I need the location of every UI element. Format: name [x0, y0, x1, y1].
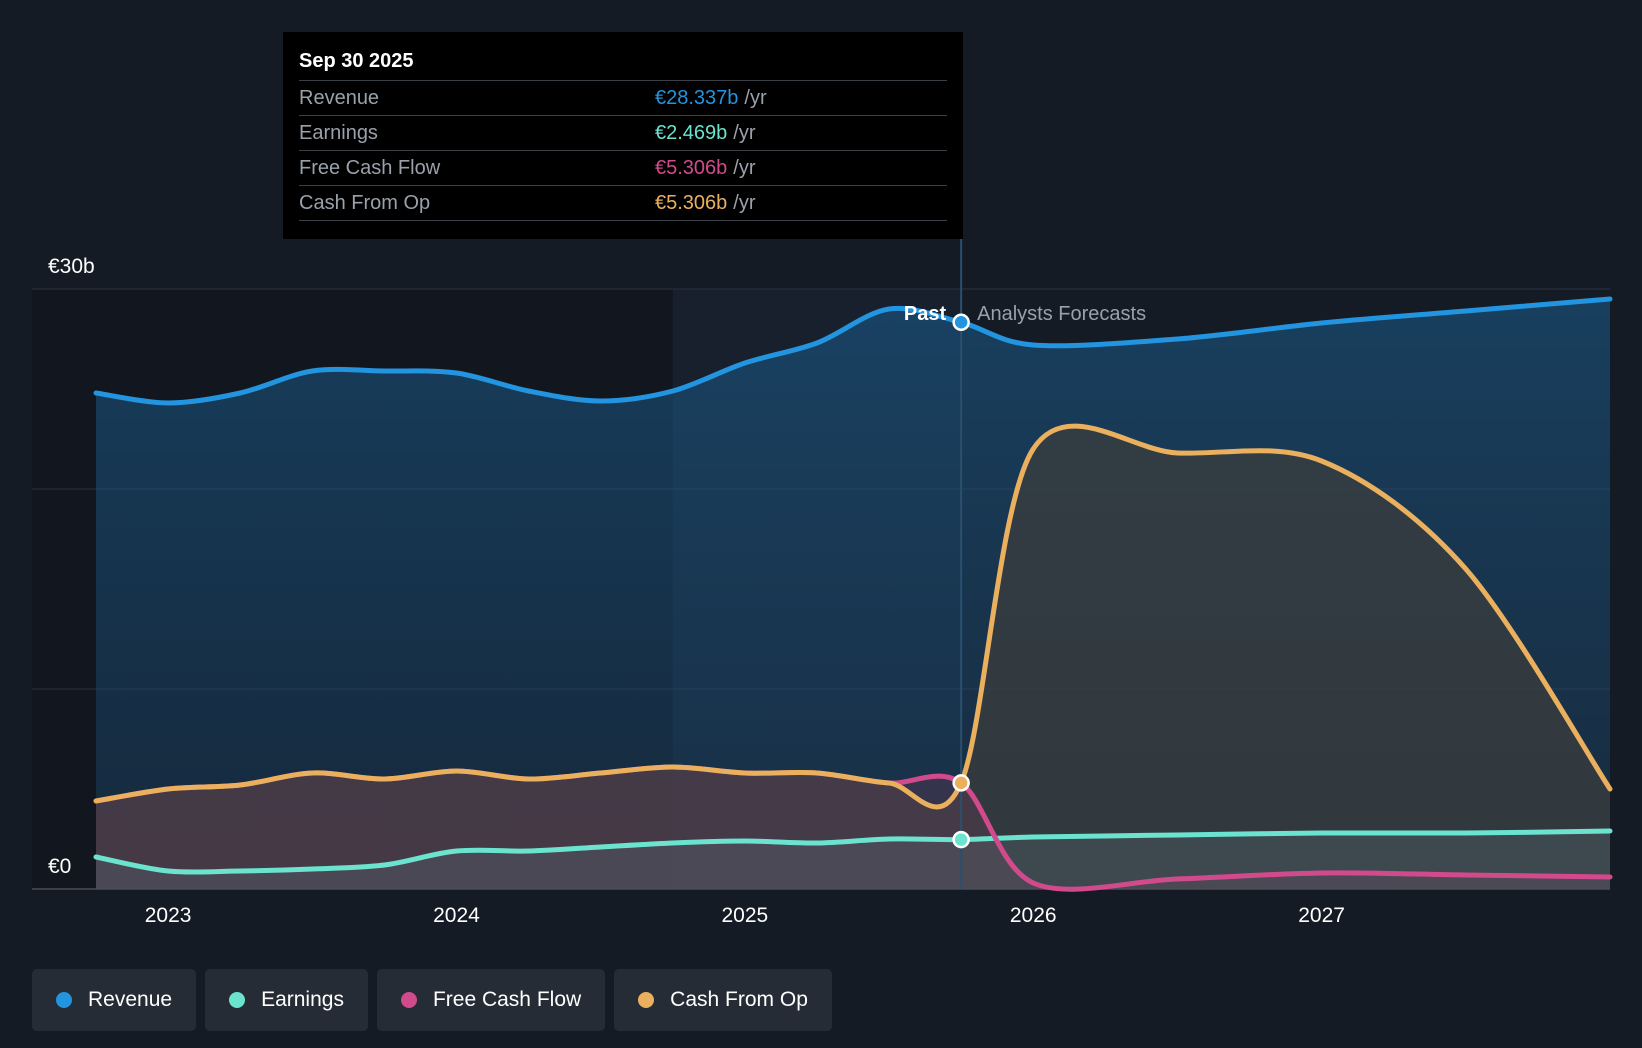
marker-earnings — [952, 830, 970, 849]
tooltip-value: €28.337b — [655, 87, 739, 109]
legend-dot-icon — [400, 992, 417, 1008]
legend-item-revenue[interactable]: Revenue — [32, 969, 197, 1031]
tooltip-unit: /yr — [733, 192, 756, 214]
marker-revenue — [952, 313, 970, 332]
tooltip-value: €5.306b — [655, 157, 728, 179]
tooltip-row-earnings: Earnings €2.469b /yr — [299, 116, 947, 151]
legend-label: Free Cash Flow — [432, 988, 582, 1011]
y-tick-label: €0 — [48, 855, 71, 878]
legend-dot-icon — [229, 992, 246, 1008]
tooltip-row-free-cash-flow: Free Cash Flow €5.306b /yr — [299, 151, 947, 186]
tooltip-unit: /yr — [744, 87, 767, 109]
legend-dot-icon — [638, 992, 655, 1008]
legend-item-earnings[interactable]: Earnings — [205, 969, 368, 1031]
x-tick-label: 2023 — [145, 904, 192, 927]
legend-item-free-cash-flow[interactable]: Free Cash Flow — [376, 969, 606, 1031]
legend-label: Cash From Op — [670, 988, 808, 1011]
line-revenue — [93, 296, 1613, 406]
tooltip-value: €2.469b — [655, 122, 728, 144]
line-cash-from-op — [93, 423, 1613, 810]
tooltip-label: Cash From Op — [299, 192, 431, 214]
tooltip-unit: /yr — [733, 157, 756, 179]
tooltip-label: Earnings — [299, 122, 378, 144]
tooltip-label: Revenue — [299, 87, 380, 109]
legend-dot-icon — [56, 992, 72, 1008]
x-tick-label: 2025 — [721, 904, 768, 927]
area-free-cash-flow — [96, 767, 1610, 890]
past-label: Past — [904, 303, 947, 325]
forecast-label: Analysts Forecasts — [977, 303, 1146, 325]
x-tick-label: 2024 — [433, 904, 480, 927]
tooltip: Sep 30 2025 Revenue €28.337b /yr Earning… — [283, 32, 963, 239]
tooltip-row-revenue: Revenue €28.337b /yr — [299, 81, 947, 116]
tooltip-date: Sep 30 2025 — [299, 46, 947, 81]
legend-item-cash-from-op[interactable]: Cash From Op — [614, 969, 832, 1031]
legend: Revenue Earnings Free Cash Flow Cash Fro… — [32, 969, 832, 1031]
line-earnings — [93, 828, 1613, 875]
marker-cash-from-op — [952, 774, 970, 792]
markers — [952, 313, 970, 849]
tooltip-row-cash-from-op: Cash From Op €5.306b /yr — [299, 186, 947, 221]
tooltip-value: €5.306b — [655, 192, 728, 214]
x-tick-label: 2027 — [1298, 904, 1345, 927]
x-tick-label: 2026 — [1010, 904, 1057, 927]
y-tick-label: €30b — [48, 255, 95, 278]
series-areas — [96, 299, 1610, 890]
tooltip-unit: /yr — [733, 122, 756, 144]
legend-label: Revenue — [88, 988, 173, 1011]
axis-labels: 2023 2024 2025 2026 2027 €30b €0 — [48, 255, 1345, 927]
series-lines — [93, 296, 1613, 892]
legend-label: Earnings — [261, 988, 344, 1011]
tooltip-label: Free Cash Flow — [299, 157, 441, 179]
